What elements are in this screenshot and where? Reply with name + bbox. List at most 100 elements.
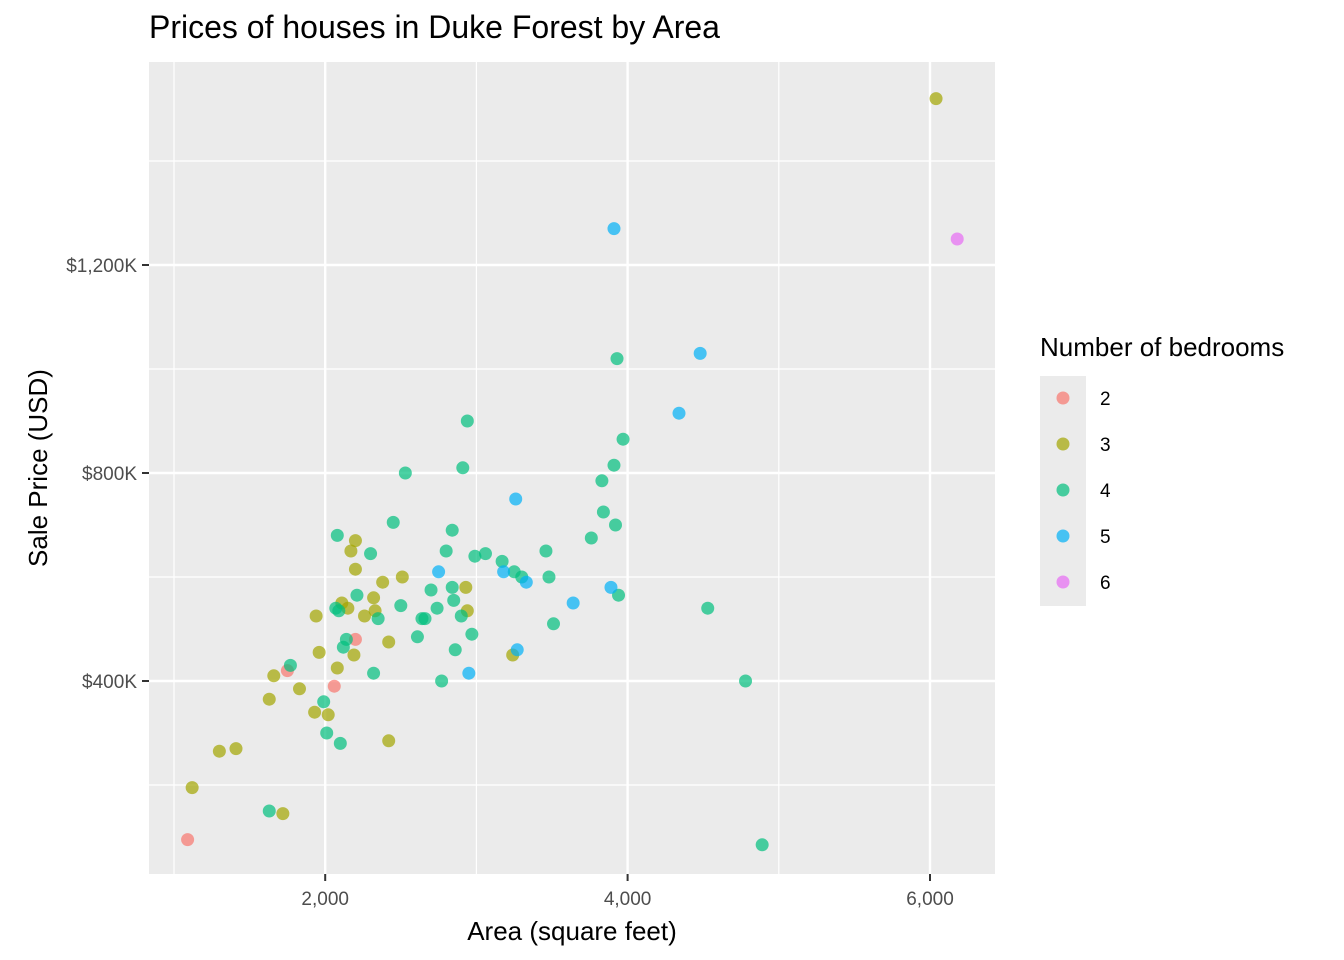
data-point-3-bedrooms (330, 661, 344, 675)
major-gridlines (149, 62, 995, 874)
data-point-2-bedrooms (327, 679, 341, 693)
chart-title: Prices of houses in Duke Forest by Area (149, 9, 720, 45)
x-tick-label: 4,000 (604, 889, 652, 910)
data-point-4-bedrooms (317, 695, 331, 709)
x-axis: 2,000 4,000 6,000 (301, 874, 954, 910)
legend-label-3: 3 (1100, 435, 1111, 456)
data-point-4-bedrooms (539, 544, 553, 558)
data-point-3-bedrooms (309, 609, 323, 623)
data-point-5-bedrooms (566, 596, 580, 610)
data-point-3-bedrooms (212, 744, 226, 758)
data-point-3-bedrooms (276, 807, 290, 821)
data-point-3-bedrooms (312, 645, 326, 659)
data-point-4-bedrooms (439, 544, 453, 558)
data-point-3-bedrooms (321, 708, 335, 722)
data-point-4-bedrooms (445, 523, 459, 537)
legend-key-5 (1056, 529, 1070, 543)
data-point-4-bedrooms (456, 461, 470, 475)
data-point-3-bedrooms (929, 92, 943, 106)
legend-key-4 (1056, 483, 1070, 497)
data-point-4-bedrooms (333, 736, 347, 750)
data-point-4-bedrooms (495, 554, 509, 568)
data-point-4-bedrooms (330, 528, 344, 542)
data-points (181, 92, 964, 852)
data-point-3-bedrooms (382, 734, 396, 748)
data-point-4-bedrooms (445, 580, 459, 594)
data-point-4-bedrooms (367, 666, 381, 680)
data-point-4-bedrooms (320, 726, 334, 740)
data-point-4-bedrooms (595, 474, 609, 488)
data-point-3-bedrooms (229, 742, 243, 756)
data-point-4-bedrooms (430, 601, 444, 615)
data-point-2-bedrooms (348, 632, 362, 646)
data-point-3-bedrooms (382, 635, 396, 649)
data-point-5-bedrooms (462, 666, 476, 680)
legend-label-5: 5 (1100, 527, 1111, 548)
data-point-4-bedrooms (596, 505, 610, 519)
data-point-4-bedrooms (418, 612, 432, 626)
data-point-4-bedrooms (394, 599, 408, 613)
y-tick-label: $1,200K (66, 256, 137, 277)
data-point-4-bedrooms (398, 466, 412, 480)
y-axis: $400K $800K $1,200K (66, 256, 149, 693)
data-point-2-bedrooms (181, 833, 195, 847)
data-point-4-bedrooms (739, 674, 753, 688)
data-point-4-bedrooms (547, 617, 561, 631)
data-point-4-bedrooms (610, 352, 624, 366)
data-point-4-bedrooms (465, 627, 479, 641)
data-point-3-bedrooms (347, 648, 361, 662)
data-point-4-bedrooms (584, 531, 598, 545)
data-point-4-bedrooms (424, 583, 438, 597)
legend-title: Number of bedrooms (1040, 332, 1284, 362)
data-point-3-bedrooms (292, 682, 306, 696)
x-tick-label: 2,000 (301, 889, 349, 910)
data-point-3-bedrooms (376, 575, 390, 589)
data-point-4-bedrooms (350, 588, 364, 602)
legend-label-4: 4 (1100, 481, 1111, 502)
plot-panel (149, 62, 995, 874)
data-point-4-bedrooms (609, 518, 623, 532)
legend-key-3 (1056, 437, 1070, 451)
x-axis-title: Area (square feet) (467, 916, 677, 946)
legend-key-2 (1056, 391, 1070, 405)
data-point-4-bedrooms (542, 570, 556, 584)
data-point-3-bedrooms (367, 591, 381, 605)
data-point-4-bedrooms (701, 601, 715, 615)
y-tick-label: $400K (82, 672, 137, 693)
data-point-4-bedrooms (460, 414, 474, 428)
data-point-4-bedrooms (332, 604, 346, 618)
data-point-3-bedrooms (185, 781, 199, 795)
data-point-4-bedrooms (478, 547, 492, 561)
data-point-3-bedrooms (344, 544, 358, 558)
y-tick-label: $800K (82, 464, 137, 485)
data-point-4-bedrooms (755, 838, 769, 852)
data-point-3-bedrooms (348, 534, 362, 548)
data-point-5-bedrooms (510, 643, 524, 657)
legend: Number of bedrooms 2 3 4 5 6 (1040, 332, 1284, 606)
data-point-3-bedrooms (459, 580, 473, 594)
data-point-4-bedrooms (371, 612, 385, 626)
data-point-5-bedrooms (693, 346, 707, 360)
legend-key-6 (1056, 575, 1070, 589)
data-point-5-bedrooms (519, 575, 533, 589)
data-point-4-bedrooms (447, 593, 461, 607)
data-point-3-bedrooms (395, 570, 409, 584)
data-point-3-bedrooms (348, 562, 362, 576)
data-point-4-bedrooms (283, 658, 297, 672)
data-point-4-bedrooms (435, 674, 449, 688)
data-point-4-bedrooms (468, 549, 482, 563)
data-point-4-bedrooms (386, 515, 400, 529)
legend-label-2: 2 (1100, 389, 1111, 410)
data-point-4-bedrooms (607, 458, 621, 472)
data-point-5-bedrooms (509, 492, 523, 506)
data-point-4-bedrooms (448, 643, 462, 657)
data-point-5-bedrooms (604, 580, 618, 594)
data-point-3-bedrooms (308, 705, 322, 719)
y-axis-title: Sale Price (USD) (23, 369, 53, 567)
data-point-4-bedrooms (339, 632, 353, 646)
data-point-5-bedrooms (607, 222, 621, 236)
data-point-4-bedrooms (364, 547, 378, 561)
data-point-3-bedrooms (358, 609, 372, 623)
legend-label-6: 6 (1100, 573, 1111, 594)
data-point-4-bedrooms (616, 432, 630, 446)
